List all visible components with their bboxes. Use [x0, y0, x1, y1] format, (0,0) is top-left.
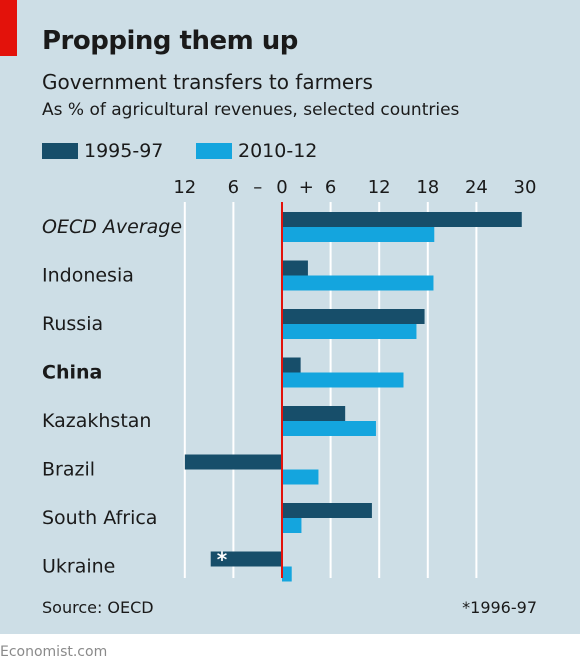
x-tick-label: 0	[276, 177, 287, 198]
bar	[282, 566, 292, 582]
bar	[282, 406, 346, 421]
bar	[282, 372, 404, 388]
category-label: Brazil	[42, 459, 95, 481]
x-tick-label: 12	[368, 177, 391, 198]
category-label: Russia	[42, 313, 103, 335]
bar	[282, 260, 308, 276]
legend-swatch	[42, 143, 78, 159]
x-tick-label: 6	[325, 177, 336, 198]
x-tick-label: +	[299, 177, 314, 198]
x-tick-label: 12	[173, 177, 196, 198]
bar	[184, 454, 282, 470]
chart-units: As % of agricultural revenues, selected …	[42, 100, 460, 120]
footnote: *1996-97	[462, 598, 537, 617]
x-tick-label: 18	[416, 177, 439, 198]
bar	[282, 309, 425, 324]
x-tick-label: 30	[514, 177, 537, 198]
legend-swatch	[196, 143, 232, 159]
legend-item-1995-97: 1995-97	[42, 140, 163, 162]
bar	[282, 518, 302, 533]
x-tick-label: 6	[228, 177, 239, 198]
source-note: Source: OECD	[42, 598, 154, 617]
bar	[282, 503, 372, 518]
chart-title: Propping them up	[42, 26, 298, 56]
bar	[282, 275, 434, 291]
bar	[282, 212, 522, 227]
category-label: China	[42, 362, 102, 384]
bar	[210, 551, 282, 567]
category-label: OECD Average	[42, 216, 182, 238]
bar	[282, 227, 435, 242]
x-tick-label: –	[253, 177, 262, 198]
bar	[282, 357, 301, 373]
legend-label: 2010-12	[238, 140, 318, 162]
x-tick-label: 24	[465, 177, 488, 198]
brand-red-tag	[0, 0, 17, 56]
category-label: Indonesia	[42, 265, 134, 287]
category-label: South Africa	[42, 507, 157, 529]
category-label: Ukraine	[42, 556, 115, 578]
brand-label: Economist.com	[0, 644, 108, 660]
legend-label: 1995-97	[84, 140, 164, 162]
category-label: Kazakhstan	[42, 410, 151, 432]
chart-subtitle: Government transfers to farmers	[42, 70, 373, 94]
bar	[282, 469, 319, 485]
bar	[282, 421, 376, 436]
bar	[282, 324, 417, 339]
bar-annotation: *	[217, 548, 228, 572]
legend-item-2010-12: 2010-12	[196, 140, 317, 162]
